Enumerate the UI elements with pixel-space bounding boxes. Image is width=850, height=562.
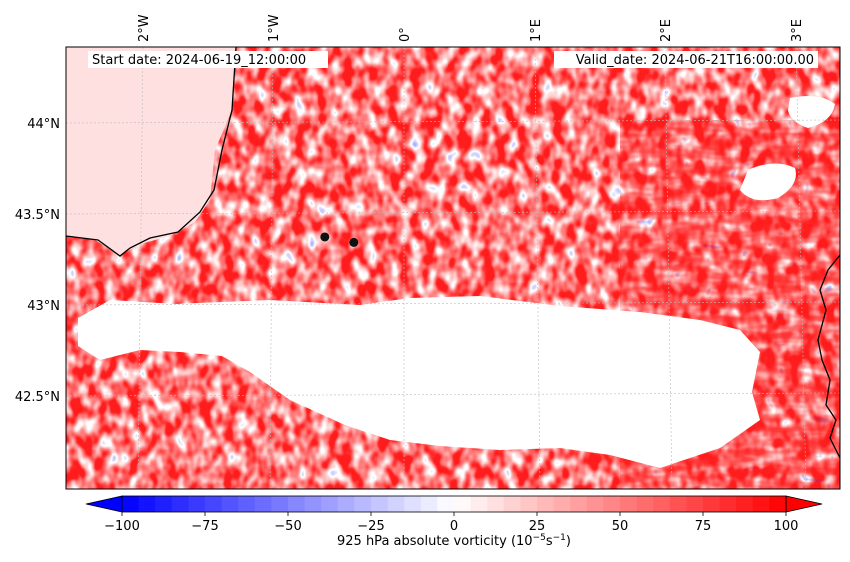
colorbar-segment: [503, 496, 521, 512]
valid-date-label: Valid_date: 2024-06-21T16:00:00.00: [576, 53, 814, 68]
colorbar-segment: [586, 496, 604, 512]
map-field: [66, 47, 840, 489]
colorbar-segment: [669, 496, 687, 512]
colorbar-segment: [487, 496, 505, 512]
lat-tick-2: 43°N: [27, 299, 60, 314]
colorbar-segment: [155, 496, 173, 512]
colorbar-title: 925 hPa absolute vorticity (10−5s−1): [337, 533, 571, 549]
lon-tick-0: 2°W: [137, 14, 152, 42]
colorbar-segment: [570, 496, 588, 512]
colorbar-segment: [703, 496, 721, 512]
colorbar-segment: [354, 496, 372, 512]
colorbar-segment: [520, 496, 538, 512]
lon-tick-4: 2°E: [659, 19, 674, 42]
lon-tick-3: 1°E: [529, 19, 544, 42]
colorbar-segment: [238, 496, 256, 512]
colorbar-tick-label: −50: [274, 519, 301, 534]
colorbar-tick-label: 100: [774, 519, 799, 534]
colorbar-segment: [719, 496, 737, 512]
lat-tick-3: 42.5°N: [15, 390, 60, 405]
site-markers: [320, 232, 359, 247]
colorbar-tick-label: −25: [357, 519, 384, 534]
marker-site-1: [320, 232, 330, 242]
east-coastline: [817, 254, 840, 459]
colorbar-segment: [254, 496, 272, 512]
valid-label-bg: [554, 51, 818, 68]
lat-tick-labels: 44°N 43.5°N 43°N 42.5°N: [15, 117, 60, 405]
colorbar-segment: [205, 496, 223, 512]
coastline: [66, 47, 237, 257]
lon-tick-2: 0°: [398, 27, 413, 42]
colorbar-tick-label: −100: [104, 519, 140, 534]
start-date-label: Start date: 2024-06-19_12:00:00: [92, 53, 306, 68]
masked-terrain: [78, 296, 760, 468]
lon-tick-labels: 2°W 1°W 0° 1°E 2°E 3°E: [137, 14, 805, 42]
colorbar-segment: [271, 496, 289, 512]
masked-patch-ne: [740, 163, 796, 201]
colorbar-segment: [404, 496, 422, 512]
colorbar-tick-label: 25: [529, 519, 546, 534]
colorbar-segment: [321, 496, 339, 512]
lon-tick-1: 1°W: [267, 14, 282, 42]
graticule: [66, 47, 840, 489]
colorbar-segment: [769, 496, 787, 512]
colorbar-segment: [636, 496, 654, 512]
lat-tick-1: 43.5°N: [15, 208, 60, 223]
colorbar-segment: [736, 496, 754, 512]
lon-tick-5: 3°E: [790, 19, 805, 42]
lat-tick-0: 44°N: [27, 117, 60, 132]
colorbar-segments: [122, 496, 787, 512]
colorbar-tick-label: −75: [191, 519, 218, 534]
colorbar-segment: [188, 496, 206, 512]
colorbar-segment: [537, 496, 555, 512]
colorbar-segment: [653, 496, 671, 512]
colorbar-segment: [304, 496, 322, 512]
colorbar-segment: [122, 496, 140, 512]
colorbar-segment: [138, 496, 156, 512]
colorbar-segment: [387, 496, 405, 512]
colorbar-extend-min: [85, 495, 123, 513]
colorbar-tick-label: 0: [450, 519, 458, 534]
colorbar-segment: [288, 496, 306, 512]
colorbar-tick-label: 50: [612, 519, 629, 534]
colorbar-segment: [437, 496, 455, 512]
colorbar-segment: [603, 496, 621, 512]
colorbar-segment: [420, 496, 438, 512]
sea-region: [66, 47, 236, 255]
colorbar-extend-max: [785, 495, 823, 513]
colorbar-segment: [337, 496, 355, 512]
colorbar-segment: [470, 496, 488, 512]
start-label-bg: [88, 51, 328, 68]
colorbar-segment: [171, 496, 189, 512]
colorbar: −100 −75 −50 −25 0 25 50 75 100 925 hPa absolute…: [85, 495, 823, 549]
marker-site-2: [349, 237, 359, 247]
colorbar-tick-label: 75: [695, 519, 712, 534]
colorbar-segment: [371, 496, 389, 512]
colorbar-segment: [752, 496, 770, 512]
colorbar-segment: [620, 496, 638, 512]
colorbar-segment: [686, 496, 704, 512]
map-frame: [65, 46, 841, 490]
colorbar-segment: [221, 496, 239, 512]
colorbar-ticks: −100 −75 −50 −25 0 25 50 75 100: [104, 512, 798, 534]
colorbar-segment: [454, 496, 472, 512]
colorbar-segment: [553, 496, 571, 512]
